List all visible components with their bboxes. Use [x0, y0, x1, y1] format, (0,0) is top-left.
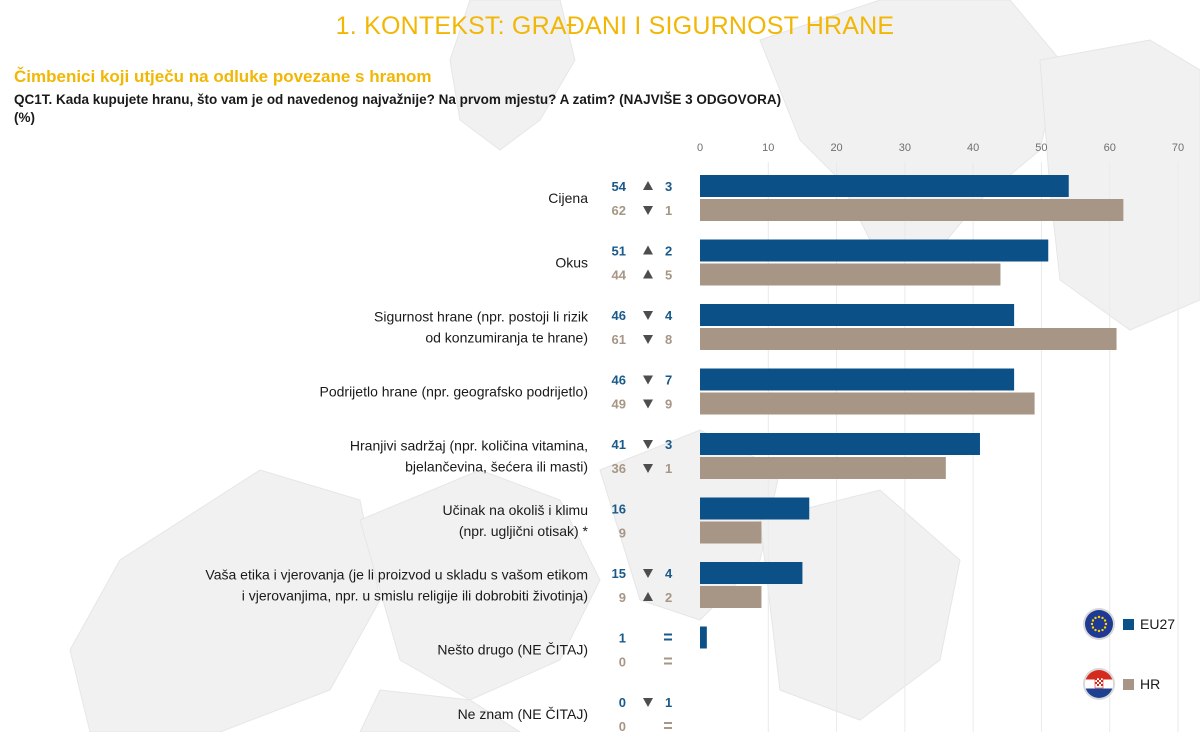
category-label: Ne znam (NE ČITAJ)	[458, 706, 588, 722]
value-eu27: 46	[612, 373, 626, 388]
trend-eu27-change: 4	[665, 566, 673, 581]
x-tick-label: 30	[899, 142, 911, 154]
legend-label-hr: HR	[1140, 676, 1161, 692]
bar-eu27	[700, 239, 1049, 262]
value-eu27: 51	[612, 244, 626, 259]
legend-hr: HR	[1085, 670, 1160, 698]
trend-eu27-down-arrow-icon	[643, 440, 653, 449]
trend-hr-change: 8	[665, 332, 672, 347]
bar-eu27	[700, 626, 707, 649]
value-eu27: 54	[612, 179, 627, 194]
page-title: 1. KONTEKST: GRAĐANI I SIGURNOST HRANE	[335, 12, 895, 40]
bar-hr	[700, 586, 762, 608]
bar-hr	[700, 521, 762, 544]
x-tick-label: 70	[1172, 142, 1184, 154]
trend-hr-change: 5	[665, 268, 672, 283]
category-label: Učinak na okoliš i klimu	[443, 502, 589, 518]
x-tick-label: 40	[967, 142, 979, 154]
value-eu27: 0	[619, 695, 626, 710]
trend-eu27-up-arrow-icon	[643, 245, 653, 255]
bar-eu27	[700, 497, 810, 520]
category-label: Podrijetlo hrane (npr. geografsko podrij…	[320, 384, 589, 400]
value-hr: 0	[619, 655, 626, 670]
category-label: Okus	[555, 255, 588, 271]
unit-label: (%)	[14, 110, 35, 125]
x-tick-label: 20	[830, 142, 842, 154]
value-hr: 49	[612, 397, 626, 412]
hr-swatch	[1123, 678, 1134, 690]
category-label: Nešto drugo (NE ČITAJ)	[437, 642, 588, 658]
category-label: i vjerovanjima, npr. u smislu religije i…	[242, 588, 588, 604]
trend-eu27-up-arrow-icon	[643, 181, 653, 190]
x-tick-label: 50	[1035, 142, 1047, 154]
x-tick-label: 0	[697, 142, 703, 154]
bar-eu27	[700, 562, 803, 584]
value-eu27: 1	[619, 631, 626, 646]
trend-hr-up-arrow-icon	[643, 592, 653, 601]
legend-label-eu27: EU27	[1140, 616, 1176, 632]
category-label: od konzumiranja te hrane)	[425, 330, 588, 346]
category-label: (npr. ugljični otisak) *	[459, 523, 589, 539]
category-label: Cijena	[548, 190, 588, 206]
trend-hr-up-arrow-icon	[643, 269, 653, 279]
value-eu27: 16	[612, 502, 626, 517]
trend-hr-change: 9	[665, 397, 672, 412]
trend-hr-down-arrow-icon	[643, 464, 653, 473]
x-tick-label: 60	[1104, 142, 1116, 154]
trend-eu27-change: 2	[665, 244, 672, 259]
bar-hr	[700, 392, 1035, 415]
trend-hr-down-arrow-icon	[643, 399, 653, 409]
category-label: bjelančevina, šećera ili masti)	[405, 459, 588, 475]
trend-eu27-down-arrow-icon	[643, 375, 653, 385]
bar-hr	[700, 328, 1117, 350]
trend-eu27-change: 4	[665, 308, 673, 323]
value-hr: 62	[612, 203, 626, 218]
bar-eu27	[700, 304, 1015, 326]
category-label: Hranjivi sadržaj (npr. količina vitamina…	[350, 438, 588, 454]
trend-hr-down-arrow-icon	[643, 335, 653, 344]
trend-eu27-change: 1	[665, 695, 672, 710]
value-hr: 36	[612, 461, 626, 476]
bar-eu27	[700, 433, 980, 455]
bar-hr	[700, 263, 1001, 286]
trend-hr-change: 2	[665, 590, 672, 605]
chart-subtitle: Čimbenici koji utječu na odluke povezane…	[14, 67, 432, 86]
value-hr: 44	[612, 268, 627, 283]
trend-eu27-down-arrow-icon	[643, 569, 653, 578]
trend-hr-change: 1	[665, 203, 672, 218]
trend-eu27-down-arrow-icon	[643, 698, 653, 707]
value-eu27: 41	[612, 437, 626, 452]
bar-hr	[700, 199, 1124, 221]
value-eu27: 15	[612, 566, 626, 581]
value-eu27: 46	[612, 308, 626, 323]
trend-eu27-change: 3	[665, 437, 672, 452]
bar-hr	[700, 457, 946, 479]
value-hr: 61	[612, 332, 626, 347]
trend-eu27-change: 3	[665, 179, 672, 194]
legend-eu27: EU27	[1085, 610, 1175, 638]
trend-hr-down-arrow-icon	[643, 206, 653, 215]
eu27-swatch	[1123, 618, 1134, 630]
value-hr: 9	[619, 526, 626, 541]
trend-eu27-change: 7	[665, 373, 672, 388]
eu-flag-icon	[1085, 610, 1113, 638]
survey-question: QC1T. Kada kupujete hranu, što vam je od…	[14, 92, 782, 107]
x-tick-label: 10	[762, 142, 774, 154]
category-label: Vaša etika i vjerovanja (je li proizvod …	[205, 567, 588, 583]
value-hr: 0	[619, 719, 626, 732]
trend-hr-change: 1	[665, 461, 672, 476]
bar-eu27	[700, 175, 1069, 197]
croatia-flag-icon	[1085, 670, 1113, 698]
value-hr: 9	[619, 590, 626, 605]
category-label: Sigurnost hrane (npr. postoji li rizik	[374, 309, 589, 325]
bar-eu27	[700, 368, 1015, 391]
trend-eu27-down-arrow-icon	[643, 311, 653, 320]
